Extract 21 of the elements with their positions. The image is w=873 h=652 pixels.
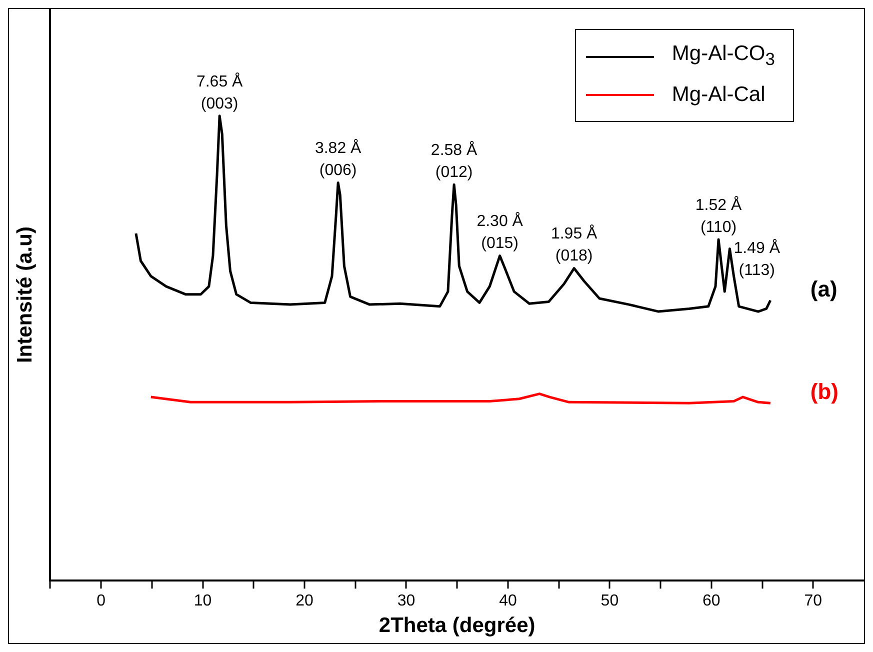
annotation: 2.58 Å (012) xyxy=(430,141,478,182)
x-axis-title: 2Theta (degrée) xyxy=(378,614,536,638)
annotation: 1.95 Å (018) xyxy=(550,224,598,265)
annotation: 7.65 Å (003) xyxy=(196,72,244,112)
x-tick-label: 30 xyxy=(397,592,416,610)
annotation: 2.30 Å (015) xyxy=(476,212,524,252)
x-tick-label: 10 xyxy=(194,592,212,610)
annotation: 3.82 Å (006) xyxy=(314,139,362,180)
legend-label: Mg-Al-Cal xyxy=(672,82,766,108)
x-tick-label: 60 xyxy=(702,592,720,610)
legend-label: Mg-Al-CO$_{3}$ xyxy=(672,41,775,72)
x-tick-label: 40 xyxy=(499,592,517,610)
x-tick-label: 70 xyxy=(804,592,822,610)
annotation: (a) xyxy=(810,276,838,302)
annotation: 1.49 Å (113) xyxy=(734,239,780,280)
x-tick-label: 20 xyxy=(296,592,314,610)
annotation: (b) xyxy=(810,379,839,404)
x-tick-label: 0 xyxy=(96,592,106,610)
y-axis-title: Intensité (a.u) xyxy=(13,226,36,364)
annotation: 1.52 Å (110) xyxy=(695,196,742,236)
x-tick-label: 50 xyxy=(600,592,619,610)
